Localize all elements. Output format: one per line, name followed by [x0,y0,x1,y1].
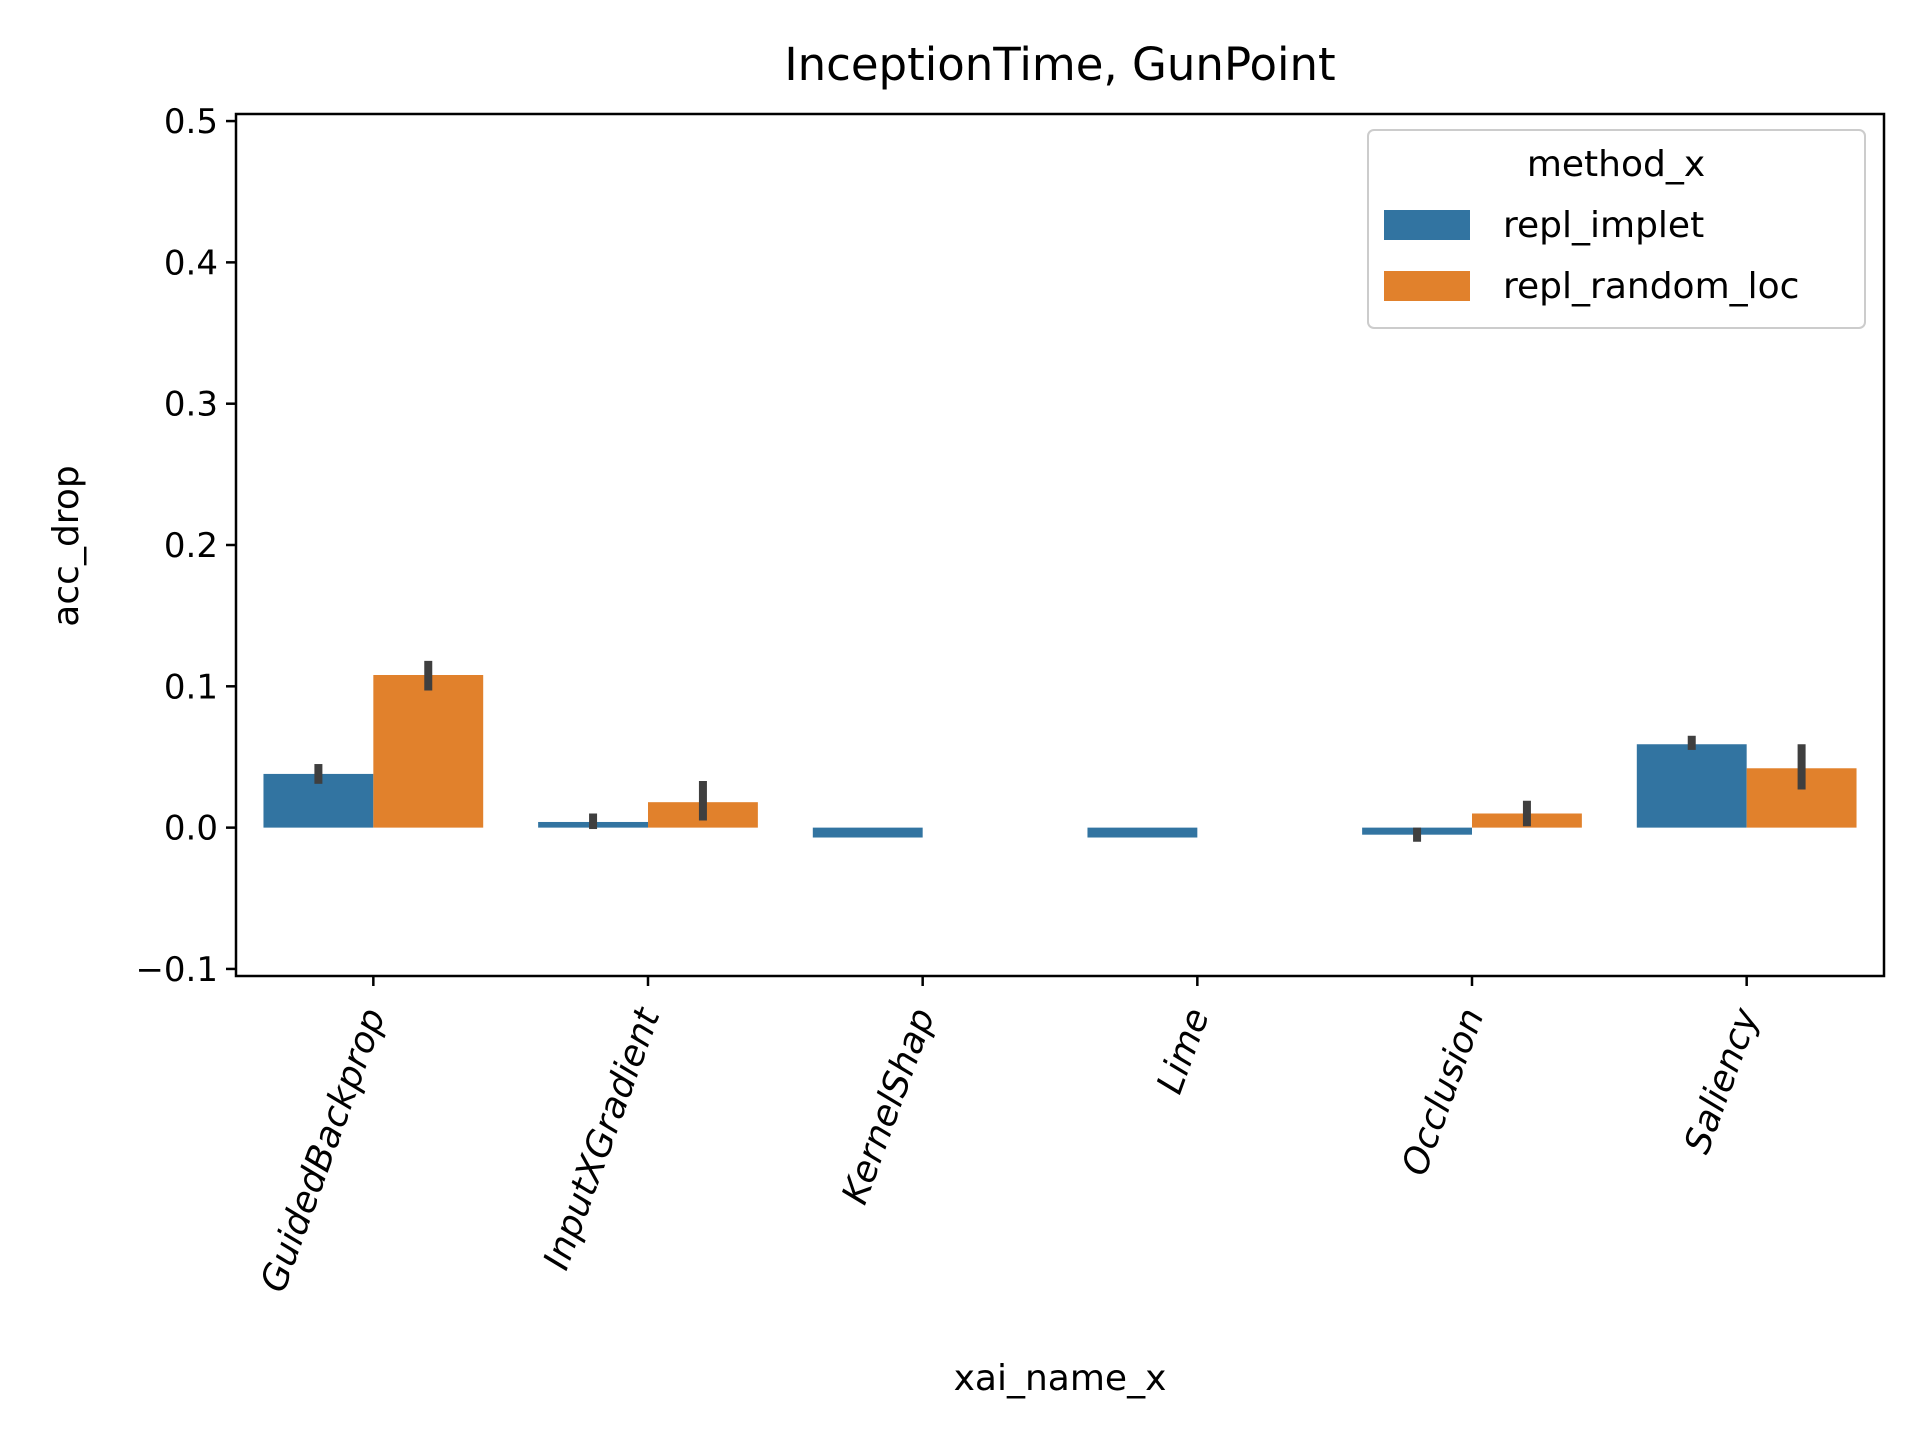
error-bars-layer [314,660,1806,842]
bar-repl-implet-lime [1087,827,1198,838]
legend-label-repl-implet: repl_implet [1503,205,1704,246]
chart-title: InceptionTime, GunPoint [784,38,1335,91]
y-tick-label: 0.1 [164,667,218,707]
legend-swatch-repl-random-loc [1384,271,1470,301]
legend-label-repl-random-loc: repl_random_loc [1503,266,1799,307]
legend: method_x repl_implet repl_random_loc [1367,129,1866,329]
x-tick-label-lime: Lime [1149,1003,1217,1099]
x-tick-label-inputxgradient: InputXGradient [536,1001,669,1275]
legend-title: method_x [1527,144,1705,185]
y-tick-label: −0.1 [135,950,218,990]
y-tick-label: 0.0 [164,809,218,849]
bar-repl-random-loc-guidedbackprop [373,675,484,828]
bars-layer [263,675,1857,838]
y-tick-label: 0.4 [164,243,218,283]
x-tick-label-occlusion: Occlusion [1394,1003,1492,1181]
x-tick-label-saliency: Saliency [1677,1002,1767,1159]
y-tick-label: 0.2 [164,526,218,566]
x-axis: GuidedBackprop InputXGradient KernelShap Li… [253,976,1767,1298]
y-tick-label: 0.5 [164,102,218,142]
x-tick-label-guidedbackprop: GuidedBackprop [253,1003,394,1298]
legend-frame [1367,129,1866,329]
legend-swatch-repl-implet [1384,210,1470,240]
bar-repl-implet-saliency [1636,744,1747,828]
bar-repl-implet-kernelshap [812,827,923,838]
y-axis: −0.1 0.0 0.1 0.2 0.3 0.4 0.5 [135,102,236,990]
y-axis-label: acc_drop [46,465,87,626]
x-tick-label-kernelshap: KernelShap [835,1003,944,1209]
y-tick-label: 0.3 [164,385,218,425]
x-axis-label: xai_name_x [954,1358,1167,1399]
